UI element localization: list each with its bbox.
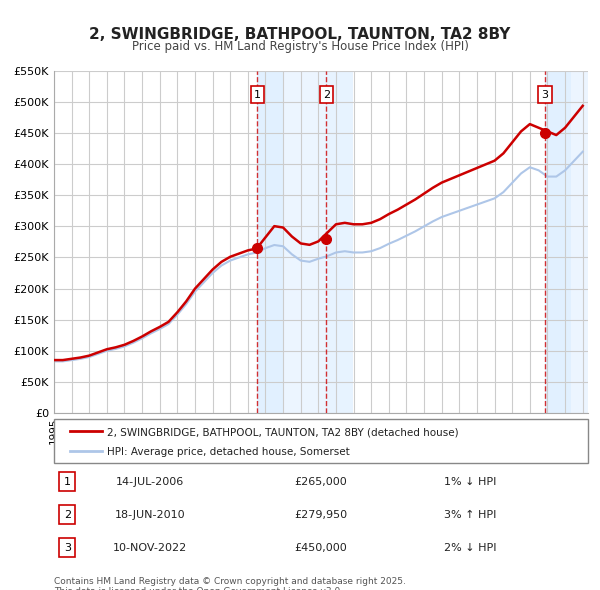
Bar <box>326 71 353 413</box>
Text: 14-JUL-2006: 14-JUL-2006 <box>116 477 184 487</box>
Text: 2, SWINGBRIDGE, BATHPOOL, TAUNTON, TA2 8BY (detached house): 2, SWINGBRIDGE, BATHPOOL, TAUNTON, TA2 8… <box>107 427 459 437</box>
Text: 10-NOV-2022: 10-NOV-2022 <box>113 543 187 553</box>
Text: 1: 1 <box>254 90 261 100</box>
FancyBboxPatch shape <box>54 419 588 463</box>
Bar <box>257 71 284 413</box>
Text: 2% ↓ HPI: 2% ↓ HPI <box>444 543 497 553</box>
Bar <box>545 71 588 413</box>
Text: 2: 2 <box>323 90 330 100</box>
Text: 18-JUN-2010: 18-JUN-2010 <box>115 510 185 520</box>
Text: £279,950: £279,950 <box>295 510 347 520</box>
Text: £265,000: £265,000 <box>295 477 347 487</box>
Text: HPI: Average price, detached house, Somerset: HPI: Average price, detached house, Some… <box>107 447 350 457</box>
Text: £450,000: £450,000 <box>295 543 347 553</box>
Text: 3% ↑ HPI: 3% ↑ HPI <box>445 510 497 520</box>
Bar <box>545 71 571 413</box>
Bar <box>257 71 326 413</box>
Text: Contains HM Land Registry data © Crown copyright and database right 2025.
This d: Contains HM Land Registry data © Crown c… <box>54 577 406 590</box>
Text: 3: 3 <box>64 543 71 553</box>
Text: Price paid vs. HM Land Registry's House Price Index (HPI): Price paid vs. HM Land Registry's House … <box>131 40 469 53</box>
Text: 3: 3 <box>541 90 548 100</box>
Text: 1% ↓ HPI: 1% ↓ HPI <box>445 477 497 487</box>
Text: 1: 1 <box>64 477 71 487</box>
Text: 2: 2 <box>64 510 71 520</box>
Text: 2, SWINGBRIDGE, BATHPOOL, TAUNTON, TA2 8BY: 2, SWINGBRIDGE, BATHPOOL, TAUNTON, TA2 8… <box>89 27 511 41</box>
